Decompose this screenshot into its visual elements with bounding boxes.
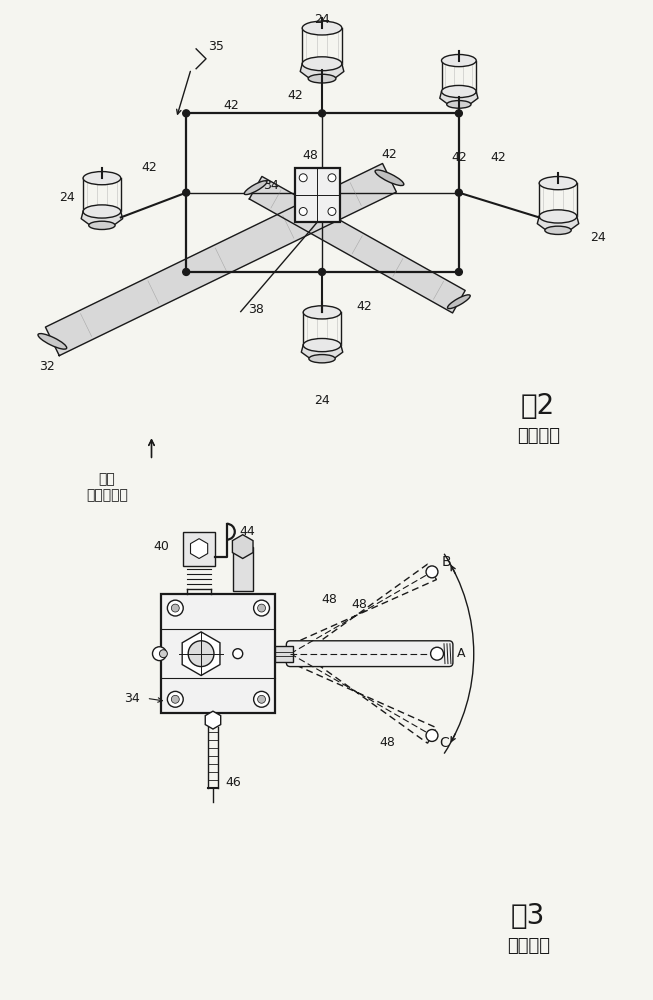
Ellipse shape <box>83 172 121 185</box>
Polygon shape <box>182 632 220 675</box>
Text: 42: 42 <box>142 161 157 174</box>
Polygon shape <box>191 539 208 558</box>
Circle shape <box>426 730 438 741</box>
Text: A: A <box>456 647 465 660</box>
Circle shape <box>319 268 325 275</box>
Bar <box>276 646 293 662</box>
Circle shape <box>188 641 214 667</box>
Ellipse shape <box>539 177 577 190</box>
Bar <box>183 532 215 566</box>
Text: 46: 46 <box>225 776 241 789</box>
Circle shape <box>253 691 270 707</box>
Text: 来自
空气贮存器: 来自 空气贮存器 <box>86 472 128 502</box>
Circle shape <box>299 174 307 182</box>
Ellipse shape <box>309 355 335 363</box>
Circle shape <box>171 604 180 612</box>
Text: 48: 48 <box>302 149 318 162</box>
Text: 42: 42 <box>223 99 239 112</box>
Text: 42: 42 <box>287 89 303 102</box>
Ellipse shape <box>447 101 471 108</box>
Circle shape <box>455 189 462 196</box>
Circle shape <box>153 647 167 661</box>
Bar <box>295 168 340 222</box>
Text: 图2: 图2 <box>521 392 555 420</box>
Ellipse shape <box>447 295 470 309</box>
Ellipse shape <box>441 54 476 67</box>
Ellipse shape <box>83 205 121 218</box>
Text: 35: 35 <box>208 40 224 53</box>
Ellipse shape <box>303 306 341 319</box>
Circle shape <box>183 189 189 196</box>
Polygon shape <box>301 345 343 360</box>
Circle shape <box>426 566 438 578</box>
Bar <box>161 594 276 713</box>
Circle shape <box>328 174 336 182</box>
Text: 图3: 图3 <box>511 902 545 930</box>
Text: 24: 24 <box>590 231 605 244</box>
Polygon shape <box>46 163 396 356</box>
Text: 48: 48 <box>321 593 337 606</box>
Polygon shape <box>232 535 253 558</box>
Text: 34: 34 <box>124 692 140 705</box>
Circle shape <box>319 110 325 117</box>
Ellipse shape <box>308 74 336 83</box>
Text: 现有技术: 现有技术 <box>517 427 560 445</box>
Ellipse shape <box>302 21 342 35</box>
Ellipse shape <box>38 334 67 349</box>
Circle shape <box>328 208 336 215</box>
Circle shape <box>183 110 189 117</box>
Text: 44: 44 <box>240 525 255 538</box>
FancyBboxPatch shape <box>287 641 453 667</box>
Polygon shape <box>300 64 344 80</box>
Text: 42: 42 <box>451 151 467 164</box>
Text: 48: 48 <box>379 736 395 749</box>
Text: 48: 48 <box>352 598 368 611</box>
Ellipse shape <box>89 221 115 230</box>
Text: 24: 24 <box>314 13 330 26</box>
Circle shape <box>159 650 167 658</box>
Circle shape <box>430 647 443 660</box>
Text: 32: 32 <box>40 360 56 373</box>
Circle shape <box>253 600 270 616</box>
Circle shape <box>257 604 266 612</box>
Ellipse shape <box>375 170 404 186</box>
Circle shape <box>299 208 307 215</box>
Ellipse shape <box>539 210 577 223</box>
Polygon shape <box>439 92 478 105</box>
Text: 38: 38 <box>247 303 264 316</box>
Text: 40: 40 <box>153 540 169 553</box>
Text: B: B <box>442 555 452 569</box>
Text: 42: 42 <box>381 148 397 161</box>
Circle shape <box>167 691 183 707</box>
Text: 42: 42 <box>490 151 506 164</box>
Circle shape <box>257 695 266 703</box>
Ellipse shape <box>545 226 571 234</box>
Circle shape <box>171 695 180 703</box>
Polygon shape <box>205 711 221 729</box>
Text: C: C <box>439 736 449 750</box>
Polygon shape <box>537 216 579 231</box>
Circle shape <box>455 268 462 275</box>
Circle shape <box>167 600 183 616</box>
Polygon shape <box>249 176 465 313</box>
Polygon shape <box>81 211 123 226</box>
Text: 现有技术: 现有技术 <box>507 937 550 955</box>
Bar <box>233 547 253 591</box>
Circle shape <box>233 649 243 659</box>
Text: 42: 42 <box>357 300 373 313</box>
Ellipse shape <box>441 85 476 98</box>
Text: 24: 24 <box>59 191 75 204</box>
Text: 34: 34 <box>263 179 278 192</box>
Text: 24: 24 <box>314 394 330 407</box>
Ellipse shape <box>303 338 341 352</box>
Circle shape <box>183 268 189 275</box>
Ellipse shape <box>244 181 267 195</box>
Ellipse shape <box>302 57 342 71</box>
Circle shape <box>455 110 462 117</box>
